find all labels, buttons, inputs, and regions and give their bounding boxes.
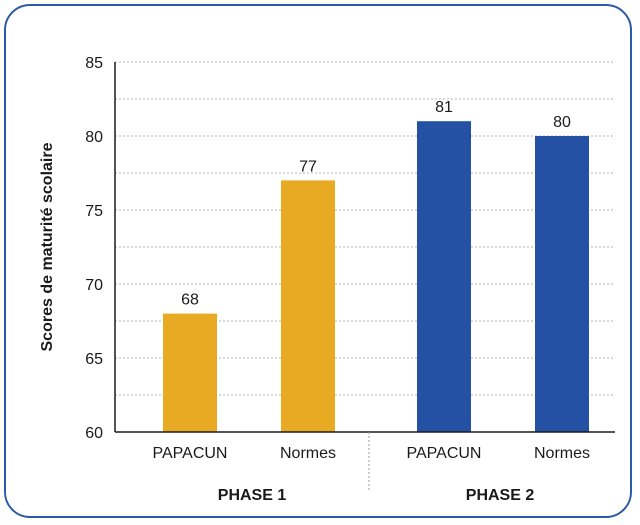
y-tick-label: 75 [85, 203, 103, 220]
category-label: PAPACUN [153, 445, 228, 462]
value-label: 77 [299, 158, 317, 175]
bar [163, 313, 217, 432]
group-labels: PHASE 1 PHASE 2 [218, 487, 535, 504]
y-tick-label: 80 [85, 129, 103, 146]
group-label: PHASE 2 [466, 487, 535, 504]
y-tick-label: 60 [85, 425, 103, 442]
category-label: Normes [280, 445, 336, 462]
gridlines [115, 61, 615, 396]
y-axis-label: Scores de maturité scolaire [39, 142, 56, 351]
bars [163, 121, 589, 432]
y-tick-label: 85 [85, 55, 103, 72]
group-label: PHASE 1 [218, 487, 287, 504]
y-axis-ticks: 60 65 70 75 80 85 [85, 55, 103, 442]
category-label: PAPACUN [407, 445, 482, 462]
value-label: 68 [181, 292, 199, 309]
y-tick-label: 70 [85, 277, 103, 294]
value-label: 80 [553, 114, 571, 131]
category-label: Normes [534, 445, 590, 462]
y-tick-label: 65 [85, 351, 103, 368]
category-labels: PAPACUN Normes PAPACUN Normes [153, 445, 591, 462]
bar [535, 136, 589, 432]
value-labels: 68 77 81 80 [181, 99, 571, 308]
bar [417, 121, 471, 432]
bar [281, 180, 335, 432]
value-label: 81 [435, 99, 453, 116]
